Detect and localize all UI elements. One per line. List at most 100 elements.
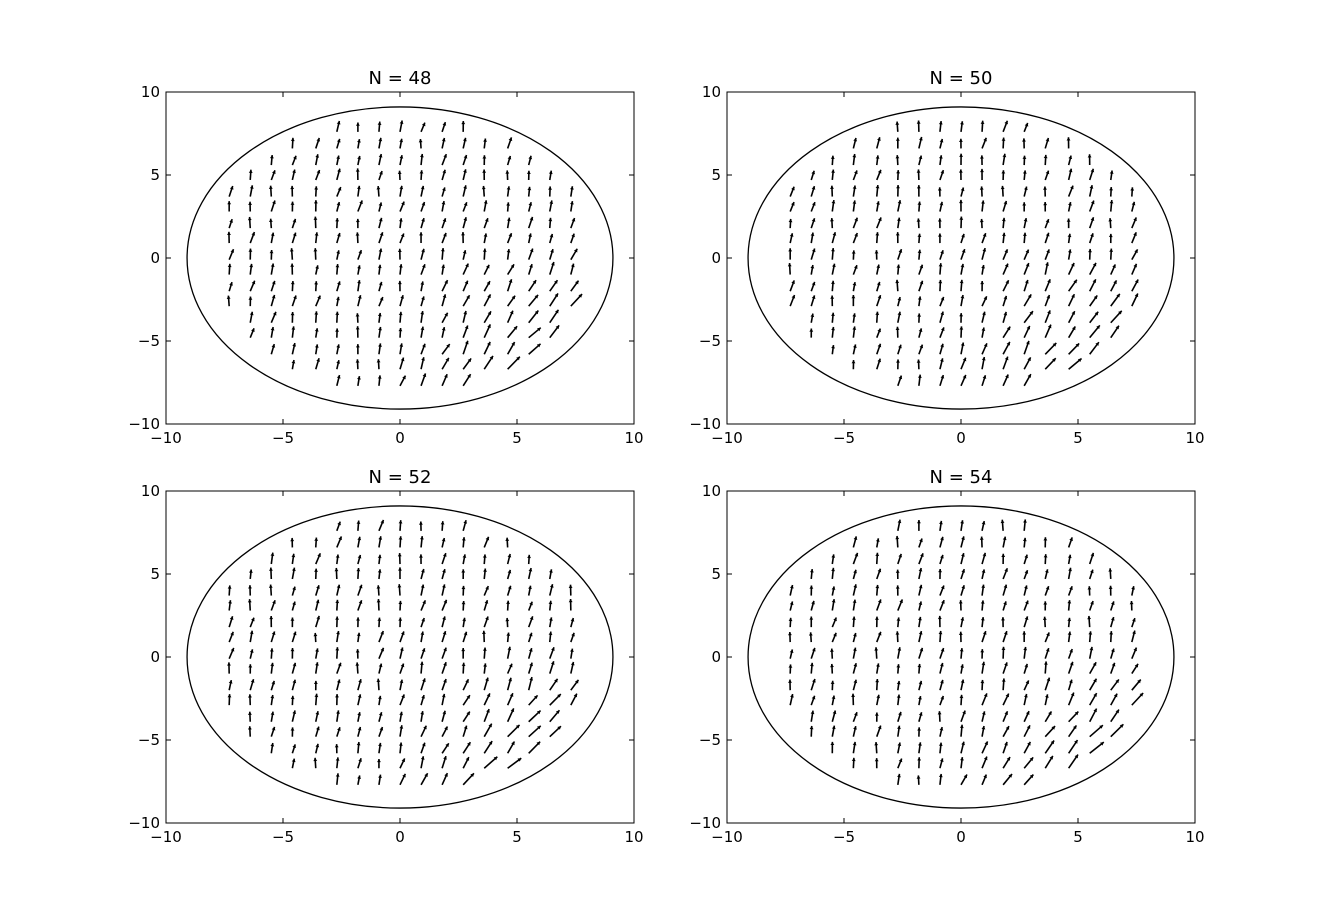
vector-arrow-head bbox=[486, 693, 491, 698]
vector-arrow-head bbox=[960, 263, 965, 268]
vector-arrow-head bbox=[400, 647, 404, 652]
vector-arrow-head bbox=[1111, 662, 1116, 667]
vector-arrow-head bbox=[380, 519, 385, 524]
vector-arrow-head bbox=[316, 169, 321, 174]
vector-arrow-head bbox=[290, 280, 295, 285]
vector-arrow-head bbox=[895, 585, 900, 589]
vector-arrow-head bbox=[314, 328, 319, 332]
vector-arrow-head bbox=[461, 585, 466, 590]
vector-arrow-head bbox=[445, 357, 449, 362]
vector-arrow-head bbox=[336, 250, 341, 254]
vector-arrow-head bbox=[463, 185, 467, 189]
vector-arrow-head bbox=[1109, 631, 1114, 635]
vector-arrow-head bbox=[1090, 217, 1095, 221]
vector-arrow-head bbox=[421, 264, 426, 268]
vector-arrow-head bbox=[1004, 568, 1008, 572]
vector-arrow-head bbox=[377, 617, 382, 621]
vector-arrow-head bbox=[336, 344, 341, 348]
vector-arrow-head bbox=[940, 375, 945, 379]
vector-arrow-head bbox=[422, 373, 427, 378]
x-tick-label: −5 bbox=[272, 828, 294, 846]
vector-arrow-head bbox=[356, 567, 361, 572]
vector-arrow-head bbox=[335, 264, 340, 268]
x-tick-label: −10 bbox=[150, 429, 182, 447]
vector-arrow-head bbox=[510, 708, 515, 713]
y-tick-label: −5 bbox=[699, 731, 721, 749]
vector-arrow-head bbox=[896, 217, 901, 222]
vector-arrow-head bbox=[227, 694, 232, 698]
vector-arrow-head bbox=[399, 343, 404, 347]
vector-arrow-head bbox=[551, 647, 555, 651]
vector-arrow-head bbox=[897, 297, 902, 301]
vector-arrow-head bbox=[270, 662, 275, 667]
vector-arrow-head bbox=[853, 536, 858, 540]
vector-arrow-head bbox=[1024, 186, 1028, 191]
vector-arrow-head bbox=[465, 757, 470, 761]
vector-arrow-head bbox=[507, 646, 512, 651]
vector-arrow-head bbox=[528, 632, 533, 637]
vector-arrow-head bbox=[463, 631, 468, 636]
vector-arrow-head bbox=[831, 695, 836, 700]
vector-arrow-head bbox=[357, 775, 361, 779]
vector-arrow-head bbox=[463, 154, 468, 159]
vector-arrow-head bbox=[463, 137, 467, 142]
vector-arrow-head bbox=[487, 294, 491, 299]
vector-arrow-head bbox=[1068, 155, 1073, 160]
vector-arrow-head bbox=[1004, 263, 1009, 268]
vector-arrow-head bbox=[877, 358, 882, 363]
vector-arrow-head bbox=[1099, 725, 1103, 729]
x-tick-label: −5 bbox=[272, 429, 294, 447]
vector-arrow-head bbox=[1093, 693, 1097, 697]
vector-arrow-head bbox=[1002, 232, 1006, 237]
vector-arrow-head bbox=[788, 664, 793, 668]
vector-arrow-head bbox=[227, 662, 231, 666]
vector-arrow-head bbox=[507, 553, 512, 558]
vector-arrow-head bbox=[917, 727, 922, 731]
vector-arrow-head bbox=[877, 725, 882, 730]
vector-arrow-head bbox=[830, 648, 834, 652]
vector-arrow-head bbox=[1134, 279, 1139, 284]
vector-arrow-head bbox=[269, 567, 273, 571]
vector-arrow-head bbox=[532, 280, 537, 284]
vector-arrow-head bbox=[811, 281, 816, 286]
vector-arrow-head bbox=[938, 742, 943, 747]
vector-arrow-head bbox=[833, 632, 837, 637]
vector-arrow-head bbox=[981, 327, 986, 331]
vector-arrow-head bbox=[356, 632, 361, 637]
vector-arrow-head bbox=[292, 744, 297, 749]
vector-arrow-head bbox=[466, 711, 470, 716]
vector-arrow-head bbox=[851, 295, 856, 299]
vector-arrow-head bbox=[336, 360, 341, 364]
vector-arrow-head bbox=[1045, 262, 1049, 266]
vector-arrow-head bbox=[853, 663, 858, 667]
vector-arrow-head bbox=[1004, 356, 1009, 361]
vector-arrow-head bbox=[570, 618, 575, 622]
vector-arrow-head bbox=[314, 568, 318, 572]
y-tick-label: 5 bbox=[711, 565, 721, 583]
vector-arrow-head bbox=[313, 680, 318, 685]
vector-arrow-head bbox=[810, 232, 815, 237]
vector-arrow-head bbox=[290, 727, 295, 731]
vector-arrow-head bbox=[1133, 232, 1137, 236]
vector-arrow-head bbox=[377, 312, 382, 317]
vector-arrow-head bbox=[1001, 617, 1005, 621]
vector-arrow-head bbox=[960, 520, 965, 524]
vector-arrow-head bbox=[1132, 618, 1136, 622]
vector-arrow-head bbox=[811, 186, 816, 190]
vector-arrow-head bbox=[420, 584, 425, 589]
vector-arrow-head bbox=[315, 154, 320, 158]
vector-arrow-head bbox=[272, 170, 276, 174]
vector-arrow-head bbox=[423, 725, 427, 730]
vector-arrow-head bbox=[917, 374, 922, 379]
vector-arrow-head bbox=[1070, 692, 1075, 697]
vector-arrow-head bbox=[981, 356, 986, 361]
x-tick-label: 5 bbox=[512, 828, 522, 846]
vector-arrow-head bbox=[529, 616, 534, 620]
panel-title: N = 50 bbox=[930, 68, 993, 89]
vector-arrow-head bbox=[917, 296, 922, 300]
x-tick-label: 0 bbox=[956, 828, 966, 846]
vector-arrow-head bbox=[791, 202, 795, 206]
boundary-ellipse bbox=[186, 505, 614, 809]
vector-arrow-head bbox=[982, 233, 987, 237]
vector-arrow-head bbox=[1023, 519, 1027, 523]
